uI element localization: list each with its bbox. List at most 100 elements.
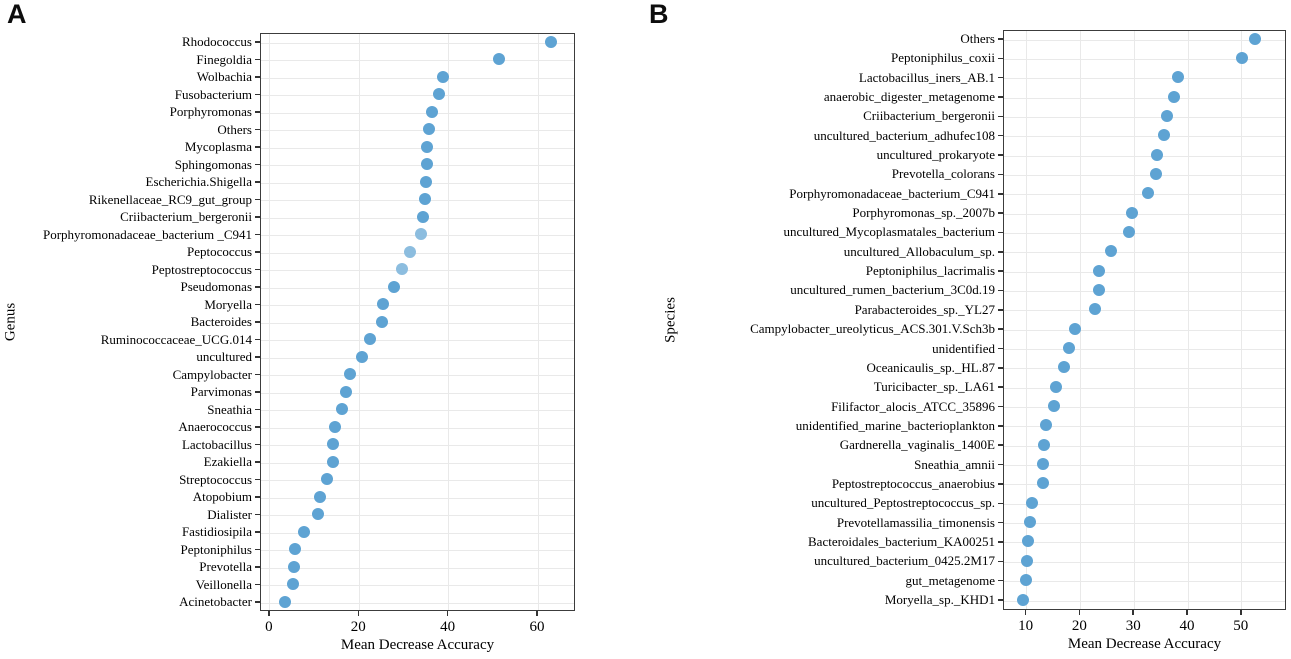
- horizontal-gridline: [1004, 329, 1285, 331]
- data-point: [387, 280, 400, 293]
- horizontal-gridline: [1004, 407, 1285, 409]
- y-axis-tick: [255, 548, 260, 551]
- y-axis-tick: [998, 541, 1003, 543]
- data-point: [396, 263, 409, 275]
- data-point: [1017, 593, 1030, 606]
- category-label: unidentified_marine_bacterioplankton: [795, 417, 995, 433]
- category-label: uncultured_Peptostreptococcus_sp.: [811, 495, 995, 511]
- horizontal-gridline: [1004, 136, 1285, 138]
- data-point: [326, 455, 339, 468]
- y-axis-tick: [998, 579, 1003, 582]
- data-point: [1037, 438, 1050, 451]
- y-axis-tick: [998, 502, 1003, 505]
- data-point: [1092, 283, 1105, 296]
- y-axis-tick: [998, 57, 1003, 60]
- data-point: [420, 158, 433, 170]
- category-label: uncultured_Mycoplasmatales_bacterium: [783, 224, 995, 240]
- category-label: Campylobacter: [172, 366, 252, 382]
- y-axis-tick: [255, 443, 260, 446]
- vertical-gridline: [358, 34, 360, 610]
- category-label: uncultured_rumen_bacterium_3C0d.19: [790, 282, 995, 298]
- horizontal-gridline: [261, 182, 574, 184]
- y-axis-tick: [255, 286, 260, 288]
- category-label: Porphyromonadaceae_bacterium _C941: [42, 226, 252, 242]
- y-axis-tick: [255, 268, 260, 271]
- y-axis-tick: [255, 216, 260, 218]
- category-label: Filifactor_alocis_ATCC_35896: [831, 398, 995, 414]
- y-axis-tick: [255, 496, 260, 498]
- panel-a-x-axis-title: Mean Decrease Accuracy: [340, 637, 495, 653]
- vertical-gridline: [1026, 31, 1028, 609]
- category-label: Pseudomonas: [180, 279, 253, 294]
- data-point: [403, 245, 416, 258]
- y-axis-tick: [998, 309, 1003, 311]
- data-point: [1104, 245, 1117, 258]
- data-point: [375, 315, 388, 328]
- y-axis-tick: [255, 426, 260, 428]
- panel-b-plot-area: [1003, 30, 1286, 610]
- horizontal-gridline: [261, 567, 574, 569]
- x-axis-tick-label: 50: [1233, 618, 1249, 634]
- x-axis-tick-label: 40: [440, 619, 456, 635]
- data-point: [1161, 109, 1174, 122]
- category-label: Campylobacter_ureolyticus_ACS.301.V.Sch3…: [750, 321, 995, 337]
- horizontal-gridline: [1004, 465, 1285, 467]
- y-axis-tick: [998, 328, 1003, 330]
- y-axis-tick: [998, 463, 1003, 466]
- y-axis-tick: [255, 408, 260, 411]
- y-axis-tick: [998, 347, 1003, 350]
- y-axis-tick: [998, 76, 1003, 79]
- y-axis-tick: [255, 303, 260, 306]
- category-label: Peptostreptococcus: [151, 261, 252, 277]
- horizontal-gridline: [261, 497, 574, 499]
- horizontal-gridline: [261, 112, 574, 114]
- horizontal-gridline: [1004, 523, 1285, 525]
- data-point: [287, 560, 300, 573]
- data-point: [312, 508, 325, 520]
- vertical-gridline: [448, 34, 450, 610]
- data-point: [1141, 187, 1154, 200]
- horizontal-gridline: [261, 287, 574, 289]
- x-axis-tick-label: 30: [1125, 618, 1141, 634]
- category-label: Dialister: [207, 506, 252, 522]
- horizontal-gridline: [1004, 503, 1285, 505]
- horizontal-gridline: [1004, 271, 1285, 273]
- y-axis-tick: [255, 601, 260, 603]
- category-label: Ruminococcaceae_UCG.014: [100, 331, 252, 347]
- x-axis-tick-label: 10: [1018, 618, 1034, 634]
- category-label: uncultured_bacterium_0425.2M17: [814, 553, 995, 569]
- category-label: Lactobacillus_iners_AB.1: [858, 69, 995, 85]
- x-axis-tick: [536, 611, 538, 616]
- y-axis-tick: [255, 111, 260, 113]
- x-axis-tick: [1024, 610, 1027, 615]
- category-label: Anaerococcus: [178, 419, 252, 434]
- category-label: Peptoniphilus: [180, 541, 252, 557]
- category-label: uncultured_prokaryote: [876, 147, 995, 163]
- category-label: Sneathia: [207, 401, 252, 417]
- category-label: Veillonella: [195, 576, 252, 592]
- y-axis-tick: [255, 566, 260, 568]
- y-axis-tick: [255, 41, 260, 43]
- data-point: [418, 193, 431, 205]
- horizontal-gridline: [261, 410, 574, 411]
- y-axis-tick: [998, 134, 1003, 137]
- horizontal-gridline: [261, 270, 574, 271]
- data-point: [1068, 322, 1081, 335]
- x-axis-tick-label: 40: [1179, 618, 1195, 634]
- data-point: [344, 368, 357, 380]
- category-label: Others: [217, 121, 252, 137]
- y-axis-tick: [998, 154, 1003, 156]
- horizontal-gridline: [1004, 561, 1285, 563]
- y-axis-tick: [255, 338, 260, 341]
- data-point: [1037, 458, 1050, 471]
- y-axis-tick: [255, 531, 260, 533]
- data-point: [1022, 535, 1035, 548]
- horizontal-gridline: [1004, 78, 1285, 80]
- data-point: [420, 175, 433, 188]
- x-axis-tick-label: 0: [265, 619, 273, 635]
- horizontal-gridline: [261, 165, 574, 166]
- data-point: [1123, 225, 1136, 238]
- data-point: [416, 210, 429, 223]
- category-label: Streptococcus: [179, 471, 252, 487]
